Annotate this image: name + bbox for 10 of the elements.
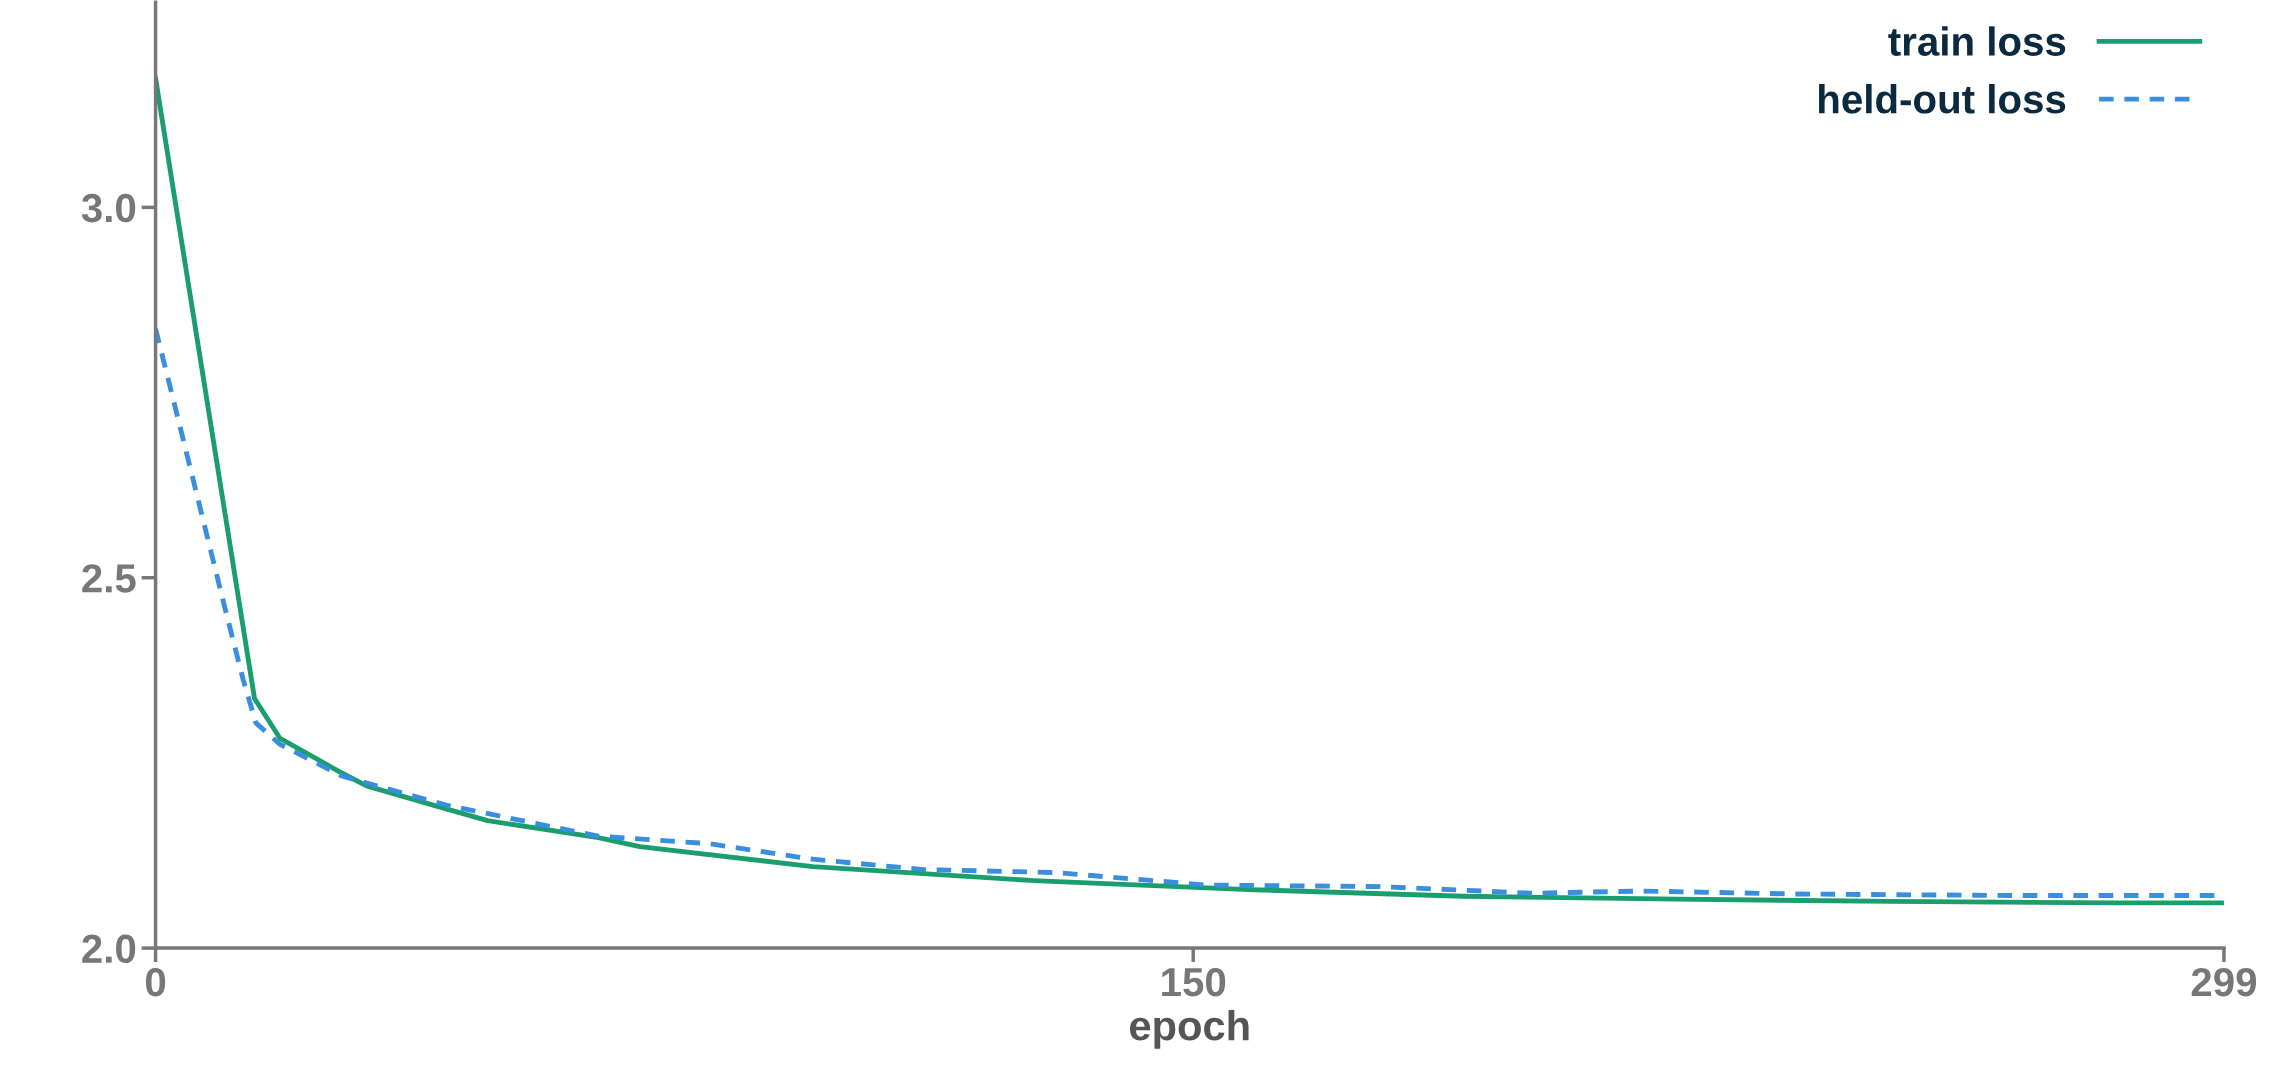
x-tick-label: 150 [1162,967,1226,997]
y-tick-label: 2.5 [82,564,136,593]
y-tick-label: 3.0 [81,193,136,223]
y-tick-label: 2.0 [82,934,136,964]
line-series [155,76,2224,906]
x-tick-label: 299 [2191,967,2257,997]
legend-label: train loss [1888,26,2066,56]
x-tick-label: 0 [145,967,166,997]
x-axis-title: epoch [1130,1009,1249,1049]
legend-label: held-out loss [1819,84,2066,114]
